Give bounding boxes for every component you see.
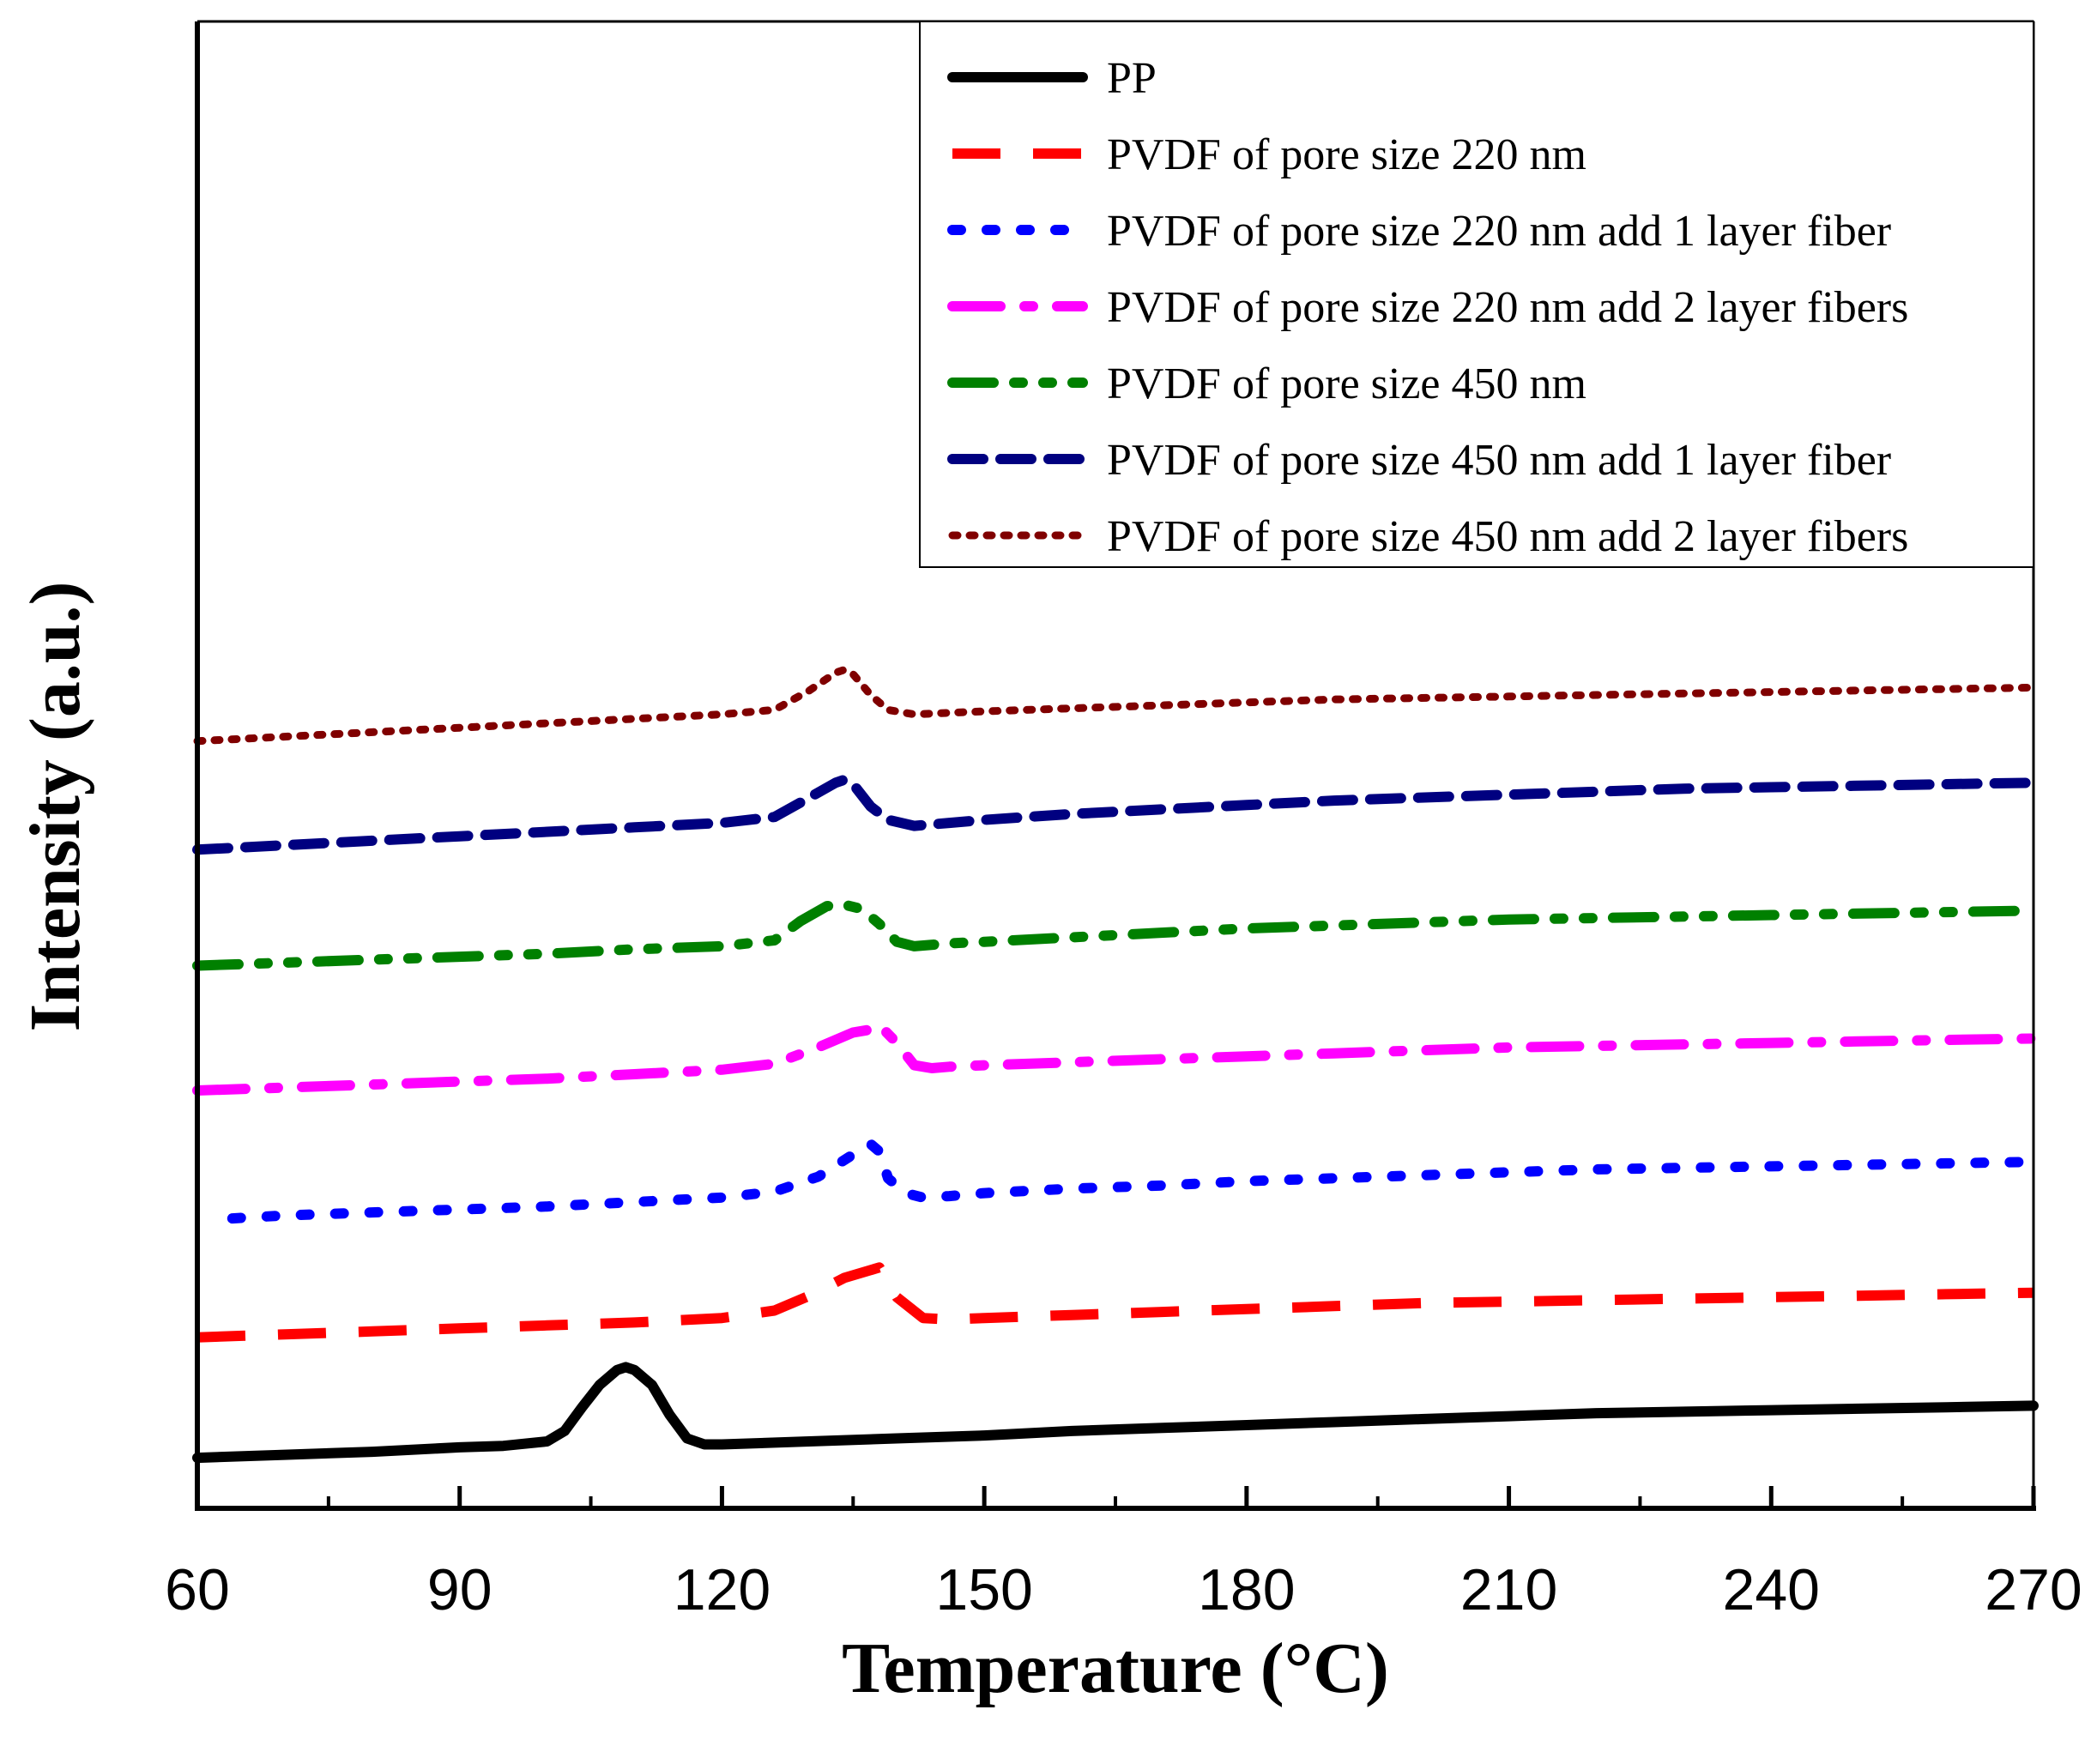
legend-label-5: PVDF of pore size 450 nm [1107, 359, 1586, 408]
x-axis-title: Temperature (°C) [842, 1628, 1389, 1708]
x-tick-label: 210 [1460, 1557, 1557, 1622]
legend-entries: PP PVDF of pore size 220 nm PVDF of pore s… [947, 54, 1908, 561]
legend-label-3: PVDF of pore size 220 nm add 1 layer fib… [1107, 207, 1891, 256]
x-tick-label: 150 [935, 1557, 1032, 1622]
x-tick-label: 120 [674, 1557, 771, 1622]
series-line-4 [192, 1019, 2039, 1096]
x-tick-label: 60 [165, 1557, 230, 1622]
x-tick-label: 240 [1723, 1557, 1820, 1622]
x-tick-label: 270 [1985, 1557, 2082, 1622]
series-line-1 [192, 1362, 2039, 1464]
series-layer [192, 666, 2039, 1464]
series-line-5 [192, 899, 2039, 971]
legend-label-2: PVDF of pore size 220 nm [1107, 130, 1586, 179]
x-tick-label: 180 [1198, 1557, 1295, 1622]
series-line-2 [196, 1262, 2034, 1343]
legend-label-6: PVDF of pore size 450 nm add 1 layer fib… [1107, 436, 1891, 485]
legend-label-7: PVDF of pore size 450 nm add 2 layer fib… [1107, 512, 1908, 561]
series-line-6 [192, 774, 2039, 855]
legend-box [919, 21, 2034, 568]
series-line-3 [227, 1139, 2039, 1224]
legend-label-1: PP [1107, 54, 1157, 103]
legend: PP PVDF of pore size 220 nm PVDF of pore s… [919, 21, 2034, 568]
legend-label-4: PVDF of pore size 220 nm add 2 layer fib… [1107, 283, 1908, 332]
x-tick-label: 90 [427, 1557, 493, 1622]
ticks-layer: 60 90 120 150 180 210 240 270 [165, 1486, 2082, 1622]
series-line-7 [193, 666, 2038, 746]
y-axis-title: Intensity (a.u.) [15, 581, 95, 1031]
